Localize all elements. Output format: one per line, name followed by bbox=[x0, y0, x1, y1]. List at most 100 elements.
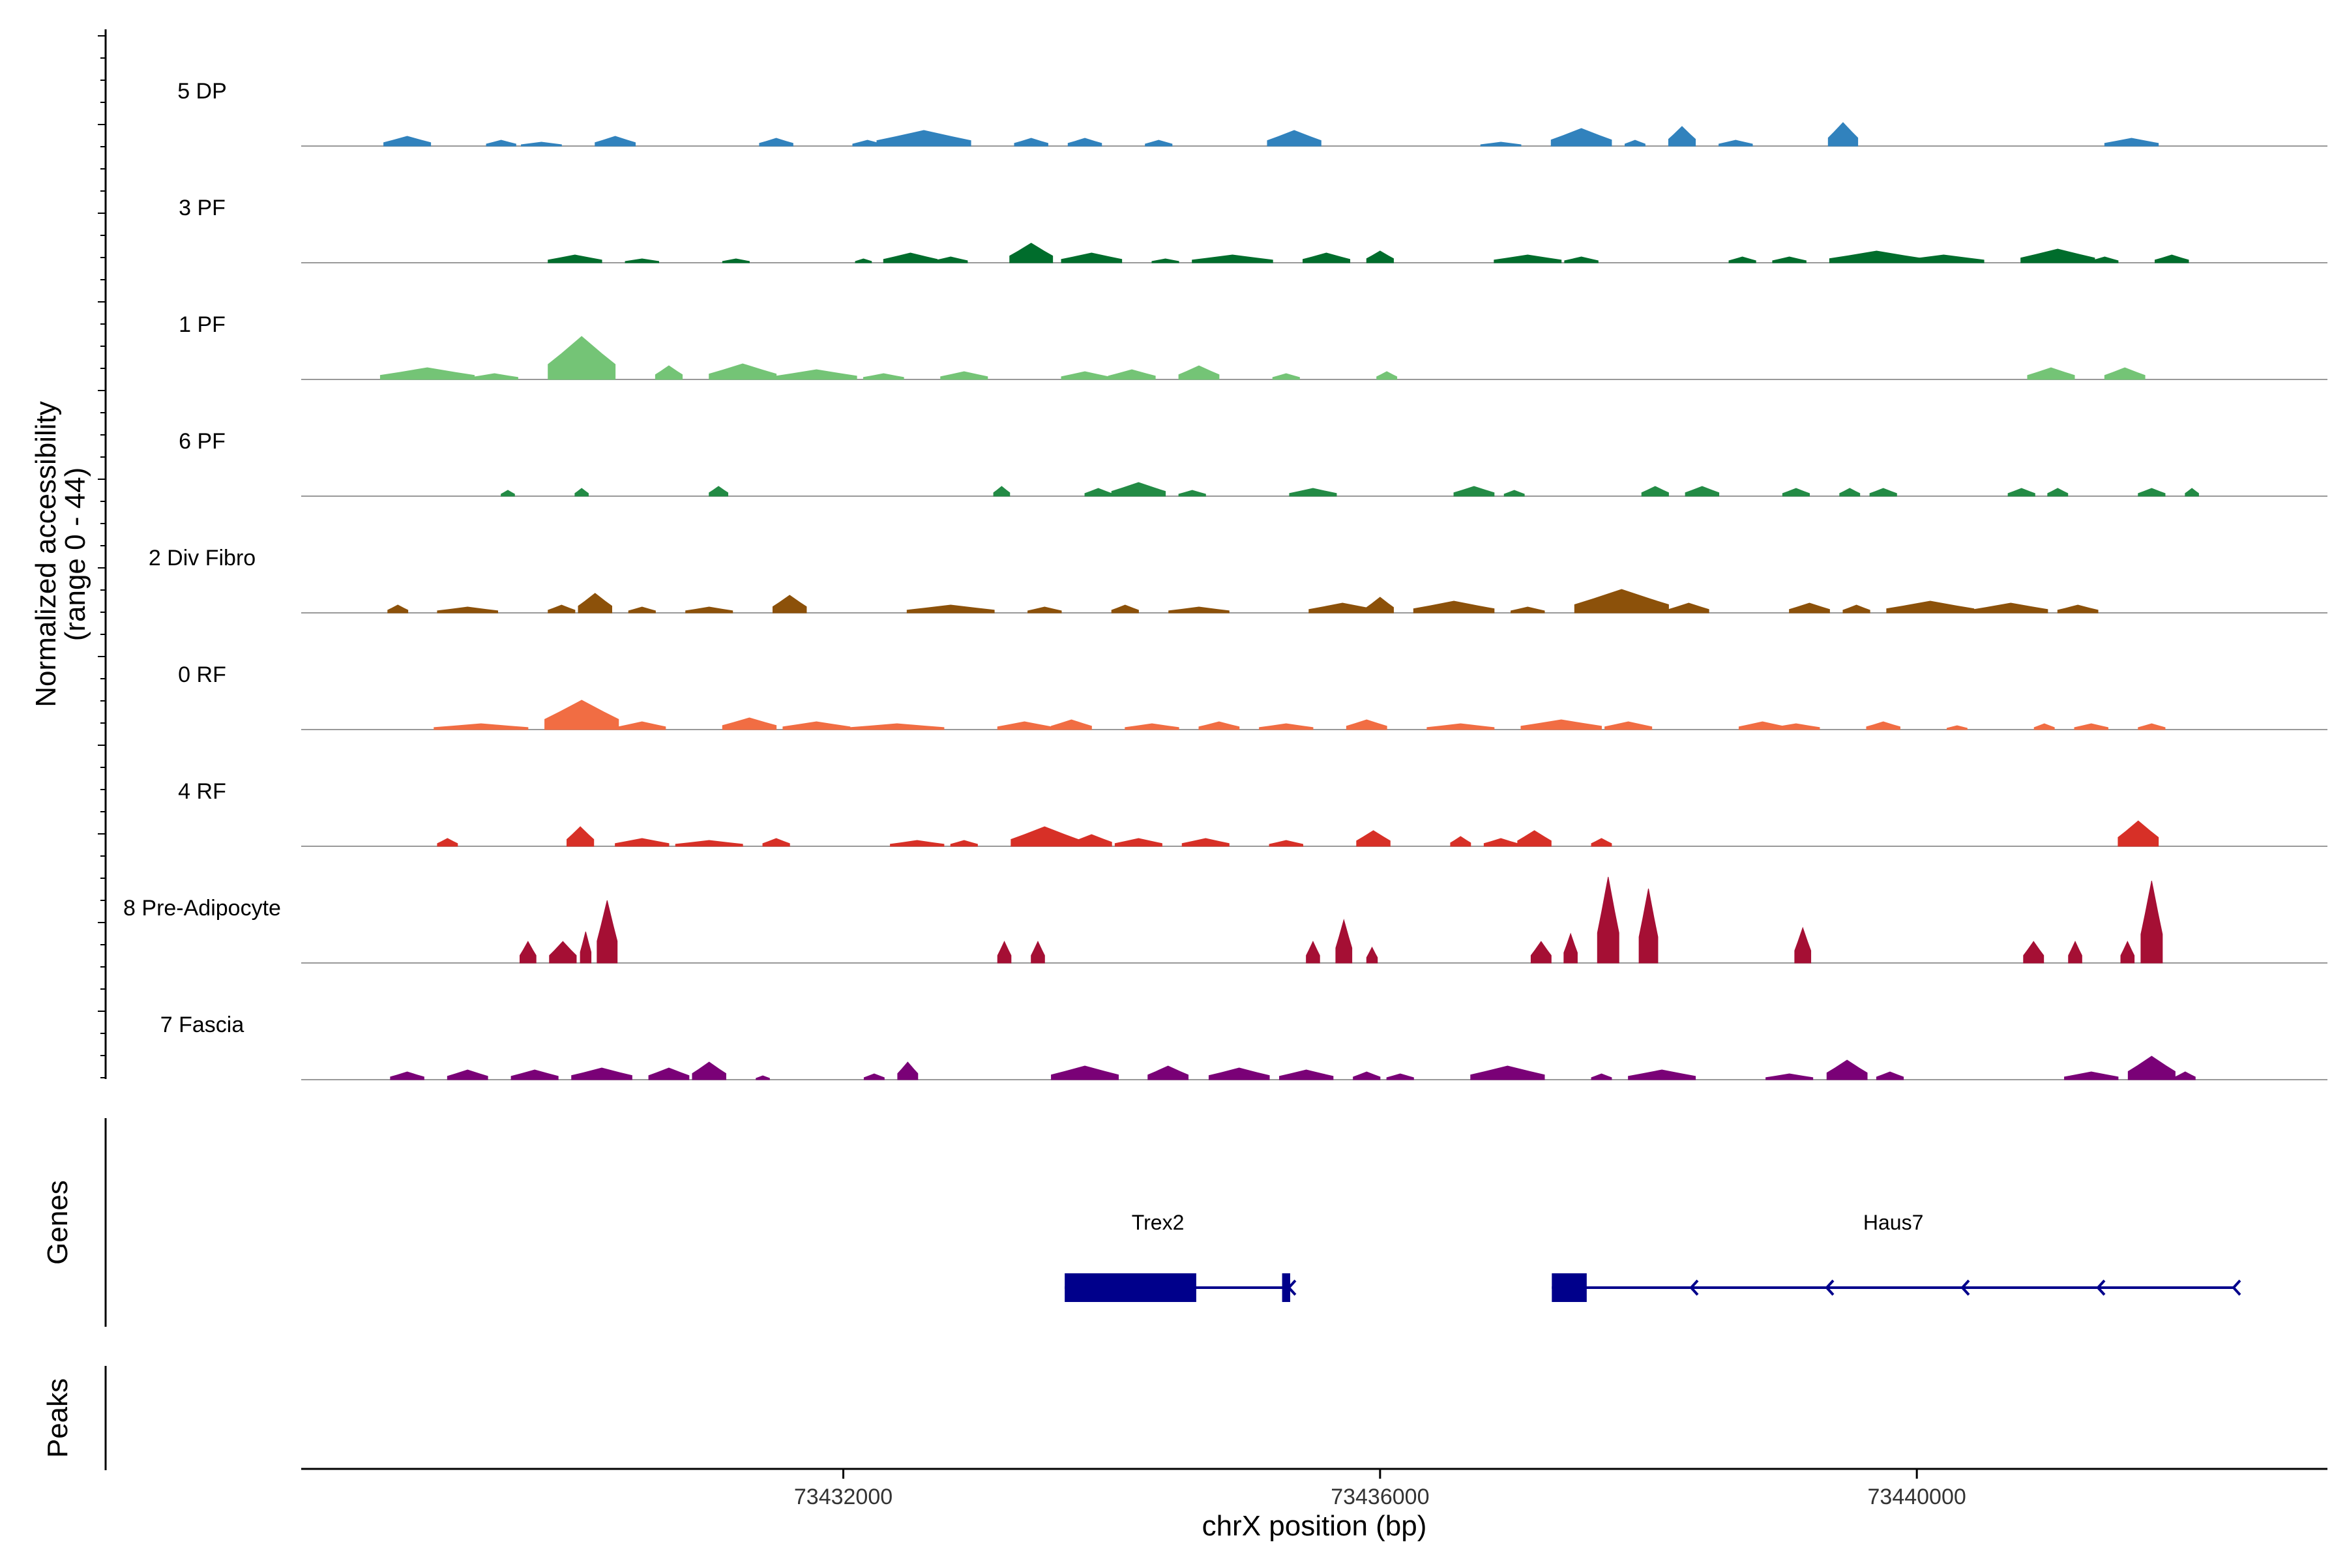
coverage-peak bbox=[1685, 486, 1720, 497]
coverage-peak bbox=[1574, 589, 1669, 614]
coverage-peak bbox=[863, 373, 904, 380]
coverage-peak bbox=[655, 365, 683, 380]
coverage-peak bbox=[2007, 488, 2035, 497]
coverage-peak bbox=[437, 606, 499, 614]
coverage-peak bbox=[997, 721, 1052, 730]
coverage-peak bbox=[1335, 919, 1353, 964]
coverage-peak bbox=[1480, 141, 1522, 147]
coverage-peak bbox=[1366, 250, 1394, 263]
coverage-peak bbox=[1111, 482, 1166, 497]
coverage-peak bbox=[2027, 367, 2075, 380]
coverage-peak bbox=[1782, 488, 1810, 497]
coverage-peak bbox=[1842, 604, 1870, 614]
coverage-peak bbox=[849, 723, 945, 730]
coverage-peak bbox=[933, 256, 968, 263]
track-label: 2 Div Fibro bbox=[149, 546, 256, 570]
coverage-peak bbox=[692, 1061, 726, 1080]
coverage-peak bbox=[1027, 606, 1062, 614]
coverage-peak bbox=[2155, 254, 2189, 263]
coverage-peak bbox=[1014, 138, 1048, 147]
coverage-peak bbox=[574, 488, 589, 497]
genes-group: Trex2 Haus7 bbox=[1065, 1211, 2241, 1302]
coverage-peak bbox=[1084, 488, 1112, 497]
coverage-peak bbox=[521, 141, 562, 147]
coverage-peak bbox=[578, 593, 612, 614]
x-ticks: 73432000 73436000 73440000 bbox=[794, 1469, 1966, 1509]
coverage-peak bbox=[1563, 932, 1578, 964]
coverage-peak bbox=[883, 252, 938, 263]
coverage-peak bbox=[2068, 940, 2082, 964]
track-1-pf: 1 PF bbox=[179, 312, 2327, 380]
coverage-peak bbox=[897, 1061, 919, 1080]
coverage-peak bbox=[1426, 723, 1495, 730]
coverage-peak bbox=[1376, 371, 1398, 380]
coverage-peak bbox=[1147, 1065, 1189, 1080]
coverage-peak bbox=[756, 1075, 770, 1080]
coverage-peak bbox=[1470, 1065, 1545, 1080]
coverage-peak bbox=[595, 136, 636, 147]
coverage-peak bbox=[1826, 1059, 1868, 1080]
coverage-peak bbox=[1794, 926, 1812, 964]
coverage-peak bbox=[1366, 946, 1378, 964]
coverage-peak bbox=[2074, 723, 2108, 730]
coverage-peak bbox=[675, 840, 743, 847]
coverage-peak bbox=[997, 940, 1012, 964]
coverage-peak bbox=[486, 140, 516, 147]
coverage-peak bbox=[628, 606, 656, 614]
coverage-peak bbox=[1772, 256, 1807, 263]
coverage-peak bbox=[625, 258, 660, 263]
coverage-peak bbox=[580, 931, 592, 964]
coverage-peak bbox=[1051, 719, 1092, 730]
coverage-peak bbox=[1503, 490, 1525, 497]
coverage-peak bbox=[501, 490, 515, 497]
gene-exon bbox=[1552, 1273, 1587, 1302]
coverage-peak bbox=[2185, 488, 2199, 497]
coverage-peak bbox=[1494, 254, 1562, 263]
coverage-peak bbox=[519, 940, 537, 964]
coverage-peak bbox=[510, 1069, 559, 1080]
coverage-peak bbox=[2064, 1071, 2119, 1080]
coverage-peak bbox=[1181, 838, 1230, 847]
coverage-peak bbox=[544, 700, 619, 730]
coverage-peak bbox=[772, 595, 807, 614]
track-2-div-fibro: 2 Div Fibro bbox=[149, 546, 2327, 614]
coverage-peak bbox=[387, 604, 409, 614]
coverage-peak bbox=[1641, 486, 1669, 497]
tracks-group: 5 DP 3 PF 1 PF 6 PF 2 Div Fibro 0 RF 4 RF 8 Pre… bbox=[123, 79, 2327, 1080]
strand-arrow bbox=[1689, 1279, 1699, 1296]
coverage-peak bbox=[722, 258, 750, 263]
track-label: 6 PF bbox=[179, 429, 226, 454]
coverage-peak bbox=[1178, 365, 1220, 380]
coverage-peak bbox=[1386, 1073, 1414, 1080]
peaks-panel-label: Peaks bbox=[42, 1378, 74, 1458]
coverage-peak bbox=[1067, 138, 1102, 147]
coverage-peak bbox=[1308, 602, 1377, 614]
coverage-peak bbox=[776, 369, 857, 380]
coverage-peak bbox=[1789, 602, 1830, 614]
coverage-peak bbox=[1668, 602, 1709, 614]
x-tick-label: 73440000 bbox=[1868, 1485, 1966, 1509]
coverage-peak bbox=[1483, 838, 1518, 847]
coverage-peak bbox=[1624, 140, 1646, 147]
coverage-peak bbox=[1876, 1071, 1904, 1080]
gene-exon bbox=[1065, 1273, 1196, 1302]
coverage-peak bbox=[597, 900, 618, 964]
coverage-peak bbox=[2120, 940, 2135, 964]
coverage-peak bbox=[1289, 488, 1337, 497]
coverage-peak bbox=[993, 486, 1011, 497]
coverage-peak bbox=[548, 336, 616, 380]
coverage-peak bbox=[1886, 600, 1975, 614]
coverage-peak bbox=[571, 1067, 632, 1080]
coverage-peak bbox=[390, 1071, 424, 1080]
coverage-peak bbox=[1070, 834, 1112, 847]
coverage-peak bbox=[1413, 600, 1495, 614]
gene-label: Haus7 bbox=[1863, 1211, 1924, 1234]
coverage-peak bbox=[2091, 256, 2119, 263]
coverage-peak bbox=[379, 367, 475, 380]
track-6-pf: 6 PF bbox=[179, 429, 2327, 497]
coverage-peak bbox=[709, 486, 729, 497]
coverage-peak bbox=[1145, 140, 1173, 147]
track-7-fascia: 7 Fascia bbox=[160, 1013, 2327, 1080]
coverage-peak bbox=[1125, 723, 1179, 730]
